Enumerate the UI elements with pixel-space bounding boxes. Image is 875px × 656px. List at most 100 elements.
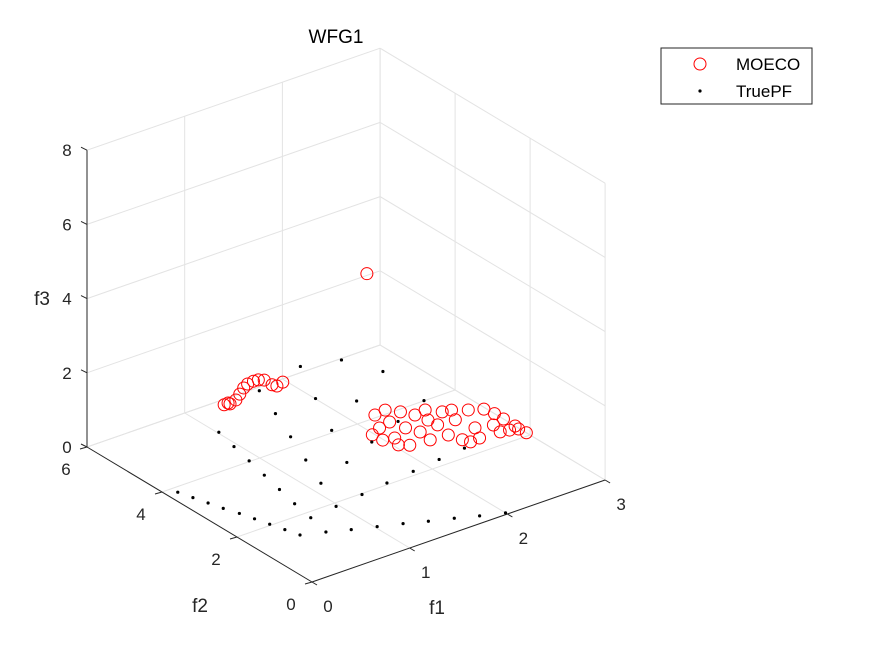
grid-line-sidewall-z [379, 196, 606, 333]
x-tick-mark [507, 513, 513, 518]
z-tick-mark [80, 220, 88, 225]
y-tick-mark [79, 446, 88, 450]
truepf-point [330, 428, 334, 432]
legend-moeco-label: MOECO [736, 55, 800, 74]
moeco-point [265, 378, 279, 392]
truepf-point [503, 511, 508, 515]
moeco-point [413, 425, 427, 439]
y-tick-mark [304, 581, 313, 585]
truepf-point [298, 364, 302, 369]
truepf-point [360, 492, 364, 497]
z-tick-mark [80, 295, 88, 300]
truepf-point [462, 446, 467, 450]
truepf-point [232, 444, 236, 449]
truepf-point [257, 389, 261, 393]
truepf-point [304, 458, 308, 462]
legend-truepf-label: TruePF [736, 82, 792, 101]
truepf-point [478, 514, 482, 518]
y-tick-label: 0 [286, 595, 295, 614]
moeco-point [378, 403, 392, 417]
moeco-point [508, 419, 522, 433]
truepf-point [298, 533, 302, 537]
y-tick-label: 2 [211, 550, 220, 569]
grid-line-backwall-z [86, 47, 381, 151]
x-tick-mark [409, 547, 415, 552]
y-tick-mark [154, 491, 163, 495]
tick-labels: 0 1 2 3 0 2 4 6 0 2 4 6 8 [61, 141, 626, 616]
x-axis-line [311, 479, 606, 583]
moeco-point [461, 403, 475, 417]
grid-line-sidewall-z [379, 270, 606, 407]
truepf-point [217, 430, 221, 434]
truepf-point [339, 358, 344, 362]
truepf-point [324, 530, 328, 534]
chart-title: WFG1 [309, 27, 364, 48]
y-tick-label: 4 [136, 505, 145, 524]
moeco-point [421, 413, 435, 427]
grid-line-sidewall-z [379, 344, 606, 481]
z-tick-label: 4 [62, 290, 71, 309]
truepf-point [268, 522, 272, 526]
grid-line-sidewall-z [379, 47, 606, 184]
moeco-point [448, 413, 462, 427]
moeco-point [393, 405, 407, 419]
truepf-point [437, 457, 441, 462]
truepf-point [283, 527, 287, 532]
moeco-point [373, 421, 387, 435]
grid-lines [86, 47, 606, 583]
truepf-point [176, 490, 180, 494]
grid-line-backwall-z [86, 344, 381, 448]
x-tick-mark [311, 581, 318, 586]
grid-line-floor-x [184, 412, 410, 549]
moeco-point [493, 425, 507, 439]
z-tick-label: 0 [62, 438, 71, 457]
truepf-point [396, 419, 400, 424]
y-axis-line [86, 446, 313, 583]
moeco-point [276, 375, 290, 389]
truepf-point [289, 435, 293, 439]
truepf-point [237, 511, 241, 516]
axes-box [79, 146, 611, 586]
moeco-point [388, 431, 402, 445]
truepf-point [401, 522, 405, 526]
moeco-point [368, 408, 382, 422]
legend-box [660, 47, 813, 105]
moeco-point [360, 267, 374, 281]
moeco-point [391, 438, 405, 452]
z-tick-mark [80, 369, 88, 374]
moeco-point [233, 387, 247, 401]
truepf-point [385, 481, 389, 485]
truepf-point [334, 504, 338, 508]
truepf-point [252, 517, 257, 521]
x-tick-label: 0 [323, 597, 332, 616]
data-marks [176, 267, 533, 537]
truepf-point [349, 527, 353, 532]
x-axis-label: f1 [429, 598, 445, 619]
truepf-point [313, 396, 318, 401]
moeco-point [418, 403, 432, 417]
y-axis-label: f2 [192, 596, 208, 617]
legend[interactable]: MOECO TruePF [660, 47, 813, 105]
truepf-point [293, 502, 297, 506]
moeco-point [473, 431, 487, 445]
moeco-point [237, 381, 251, 395]
moeco-point [496, 412, 510, 426]
y-tick-mark [229, 536, 238, 540]
truepf-point [206, 501, 210, 505]
moeco-point [376, 433, 390, 447]
moeco-point [246, 374, 260, 388]
grid-line-floor-x [282, 378, 508, 515]
x-tick-label: 3 [616, 495, 625, 514]
truepf-point [452, 516, 456, 520]
truepf-point [273, 412, 278, 416]
moeco-point [403, 438, 417, 452]
grid-line-floor-y [236, 434, 531, 538]
z-tick-label: 6 [62, 215, 71, 234]
moeco-point [486, 418, 500, 432]
moeco-point [423, 433, 437, 447]
truepf-point [426, 519, 430, 523]
z-tick-mark [80, 443, 88, 448]
truepf-point [411, 469, 415, 473]
grid-line-backwall-z [86, 196, 381, 300]
